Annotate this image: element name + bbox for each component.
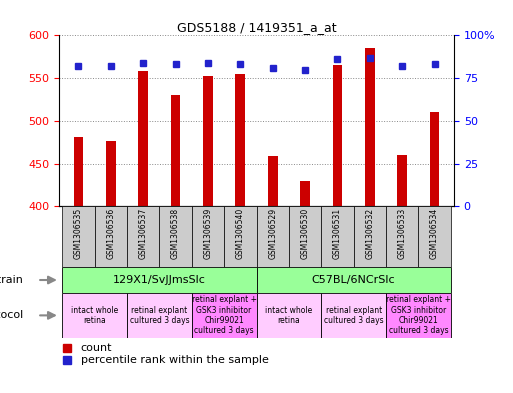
Bar (106, 141, 115, 206)
Bar (224, 206, 256, 267)
Bar (321, 293, 386, 338)
Text: retinal explant +
GSK3 inhibitor
Chir99021
cultured 3 days: retinal explant + GSK3 inhibitor Chir990… (386, 295, 451, 336)
Bar (256, 293, 321, 338)
Bar (332, 65, 342, 206)
Text: GSM1306538: GSM1306538 (171, 208, 180, 259)
Bar (94, 206, 127, 267)
Bar (235, 74, 245, 206)
Bar (398, 155, 407, 206)
Text: GSM1306531: GSM1306531 (333, 208, 342, 259)
Bar (268, 156, 278, 206)
Bar (289, 206, 321, 267)
Bar (365, 48, 374, 206)
Bar (386, 293, 451, 338)
Bar (386, 206, 419, 267)
Text: retinal explant
cultured 3 days: retinal explant cultured 3 days (130, 306, 189, 325)
Text: GSM1306537: GSM1306537 (139, 208, 148, 259)
Bar (192, 206, 224, 267)
Bar (73, 137, 83, 206)
Bar (256, 267, 451, 293)
Bar (192, 293, 256, 338)
Text: GSM1306532: GSM1306532 (365, 208, 374, 259)
Bar (127, 206, 160, 267)
Bar (321, 206, 353, 267)
Text: count: count (81, 343, 112, 353)
Text: GSM1306539: GSM1306539 (204, 208, 212, 259)
Bar (300, 181, 310, 206)
Text: GSM1306533: GSM1306533 (398, 208, 407, 259)
Text: percentile rank within the sample: percentile rank within the sample (81, 354, 269, 365)
Text: protocol: protocol (0, 310, 24, 320)
Text: 129X1/SvJJmsSlc: 129X1/SvJJmsSlc (113, 275, 206, 285)
Bar (419, 206, 451, 267)
Title: GDS5188 / 1419351_a_at: GDS5188 / 1419351_a_at (176, 21, 337, 34)
Text: GSM1306529: GSM1306529 (268, 208, 277, 259)
Text: C57BL/6NCrSlc: C57BL/6NCrSlc (312, 275, 396, 285)
Text: GSM1306540: GSM1306540 (236, 208, 245, 259)
Text: strain: strain (0, 275, 24, 285)
Bar (171, 95, 181, 206)
Bar (430, 112, 440, 206)
Bar (256, 206, 289, 267)
Text: GSM1306530: GSM1306530 (301, 208, 309, 259)
Text: retinal explant +
GSK3 inhibitor
Chir99021
cultured 3 days: retinal explant + GSK3 inhibitor Chir990… (192, 295, 256, 336)
Text: intact whole
retina: intact whole retina (265, 306, 312, 325)
Bar (353, 206, 386, 267)
Text: GSM1306535: GSM1306535 (74, 208, 83, 259)
Bar (62, 293, 127, 338)
Text: retinal explant
cultured 3 days: retinal explant cultured 3 days (324, 306, 383, 325)
Bar (62, 206, 94, 267)
Text: GSM1306534: GSM1306534 (430, 208, 439, 259)
Bar (203, 76, 213, 206)
Bar (62, 267, 256, 293)
Text: GSM1306536: GSM1306536 (106, 208, 115, 259)
Bar (160, 206, 192, 267)
Text: intact whole
retina: intact whole retina (71, 306, 118, 325)
Bar (127, 293, 192, 338)
Bar (139, 71, 148, 206)
